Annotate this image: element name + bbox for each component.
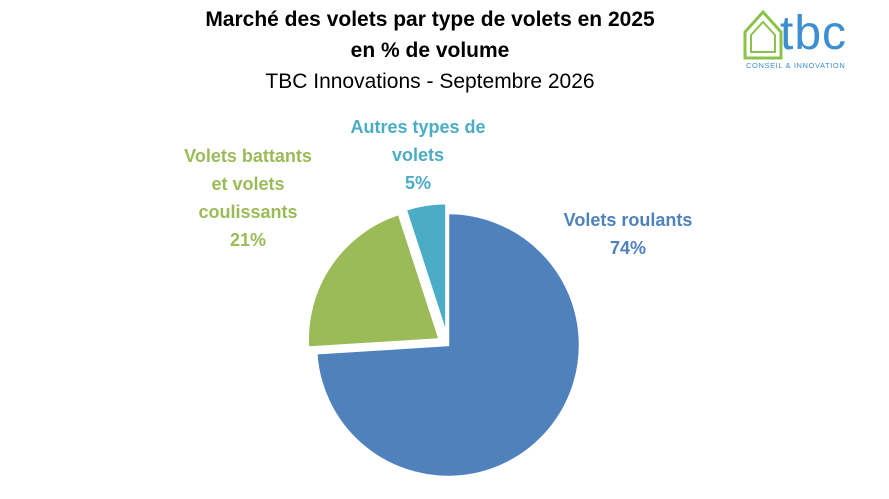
logo-text: tbc bbox=[780, 7, 848, 60]
chart-subtitle: TBC Innovations - Septembre 2026 bbox=[265, 70, 595, 93]
slice-label-0: Volets roulants 74% bbox=[564, 206, 693, 262]
slice-label-1-line-0: Volets battants bbox=[184, 146, 312, 166]
slice-label-0-line-0: Volets roulants bbox=[563, 210, 693, 230]
logo-tagline: CONSEIL & INNOVATION bbox=[746, 61, 846, 70]
pie-slice-0 bbox=[314, 211, 582, 479]
tbc-logo: tbc CONSEIL & INNOVATION bbox=[742, 7, 882, 74]
pie-slice-1 bbox=[306, 212, 442, 349]
slice-label-2-line-0: Autres types de bbox=[350, 117, 486, 137]
chart-title-line-2: en % de volume bbox=[350, 39, 510, 62]
slice-label-1-line-1: et volets bbox=[211, 174, 285, 194]
slice-value-label-2: 5% bbox=[404, 173, 432, 193]
slice-value-label-0: 74% bbox=[609, 238, 647, 258]
slice-value-label-1: 21% bbox=[229, 230, 267, 250]
house-icon bbox=[743, 9, 783, 60]
slice-label-1-line-2: coulissants bbox=[198, 202, 298, 222]
chart-title-block: Marché des volets par type de volets en … bbox=[0, 4, 860, 97]
slice-label-2-line-1: volets bbox=[391, 145, 445, 165]
pie-slice-2 bbox=[404, 201, 448, 336]
slice-label-2: Autres types de volets 5% bbox=[350, 113, 485, 197]
slice-label-1: Volets battants et volets coulissants 21% bbox=[184, 142, 312, 254]
chart-title-line-1: Marché des volets par type de volets en … bbox=[205, 8, 655, 31]
